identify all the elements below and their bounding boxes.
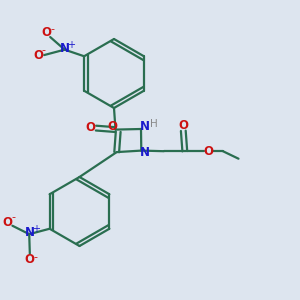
Text: N: N xyxy=(140,146,150,160)
Text: O: O xyxy=(25,253,35,266)
Text: +: + xyxy=(67,40,75,50)
Text: O: O xyxy=(33,49,43,62)
Text: O: O xyxy=(108,120,118,133)
Text: -: - xyxy=(12,212,16,222)
Text: +: + xyxy=(32,224,40,234)
Text: -: - xyxy=(51,24,55,34)
Text: O: O xyxy=(178,119,188,132)
Text: O: O xyxy=(85,121,96,134)
Text: -: - xyxy=(41,45,45,55)
Text: N: N xyxy=(140,120,150,133)
Text: N: N xyxy=(25,226,34,239)
Text: -: - xyxy=(33,252,37,262)
Text: N: N xyxy=(60,42,70,55)
Text: H: H xyxy=(150,118,158,129)
Text: O: O xyxy=(3,216,13,229)
Text: O: O xyxy=(203,145,214,158)
Text: O: O xyxy=(42,26,52,39)
